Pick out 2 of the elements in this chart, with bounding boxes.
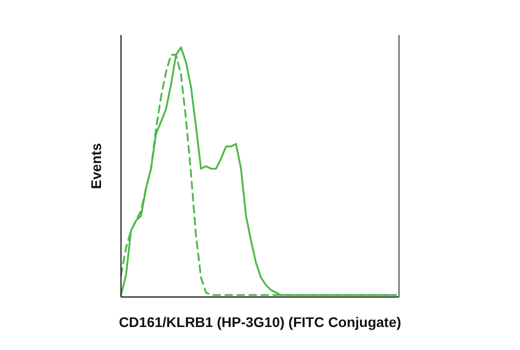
x-axis-title: CD161/KLRB1 (HP-3G10) (FITC Conjugate) [118,314,402,330]
y-axis-title: Events [88,142,104,189]
